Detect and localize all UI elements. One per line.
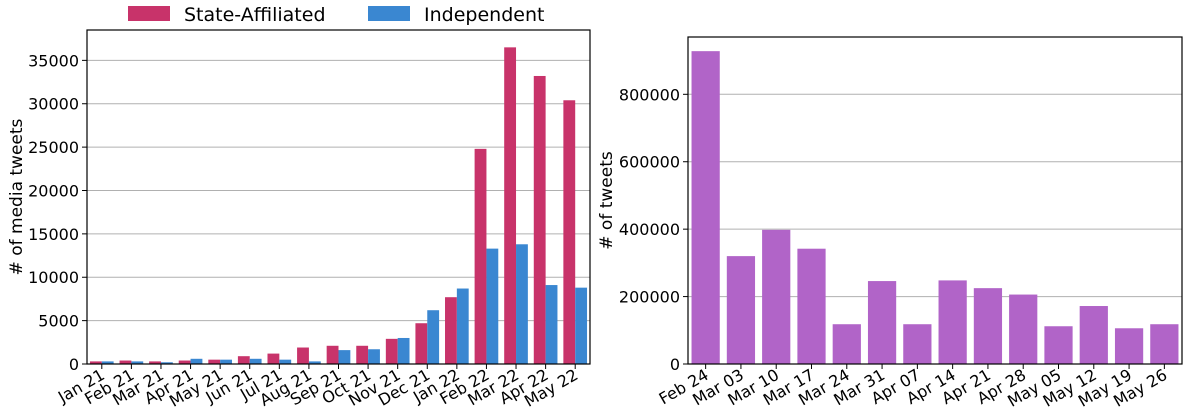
bar	[1009, 294, 1038, 364]
y-tick-label: 200000	[619, 288, 680, 307]
y-tick-label: 5000	[38, 312, 79, 331]
bar	[445, 297, 457, 364]
bar	[279, 359, 292, 364]
bar	[504, 47, 517, 365]
legend: State-Affiliated Independent	[128, 4, 544, 26]
y-axis-label: # of media tweets	[7, 118, 27, 275]
bar	[903, 324, 932, 364]
y-tick-label: 800000	[619, 85, 680, 104]
plot-frame	[687, 36, 1183, 365]
bar	[415, 323, 428, 364]
bar	[326, 345, 339, 364]
bar	[1150, 324, 1179, 364]
bar	[726, 256, 756, 364]
bar	[338, 350, 351, 364]
bar	[575, 287, 588, 364]
bar	[516, 244, 528, 364]
bar	[1114, 328, 1144, 364]
y-tick-label: 20000	[28, 181, 79, 200]
y-tick-label: 10000	[28, 268, 79, 287]
bar	[220, 359, 232, 364]
bar	[397, 337, 410, 364]
bar	[867, 281, 897, 364]
bar	[762, 229, 791, 364]
bar	[190, 358, 203, 364]
y-axis-label: # of tweets	[597, 151, 617, 250]
y-tick-label: 400000	[619, 220, 680, 239]
bar	[249, 358, 262, 364]
bar	[297, 347, 309, 364]
y-tick-label: 35000	[28, 51, 79, 70]
legend-label: Independent	[424, 4, 544, 26]
bar	[385, 338, 398, 364]
bar	[533, 75, 546, 364]
bar	[938, 280, 967, 364]
bar	[545, 285, 558, 364]
legend-label: State-Affiliated	[184, 4, 326, 26]
bar	[119, 360, 132, 364]
bar	[160, 362, 173, 364]
y-tick-label: 0	[670, 355, 680, 374]
legend-swatch	[128, 6, 170, 21]
bar	[456, 288, 469, 364]
bar	[973, 288, 1003, 364]
bar	[237, 356, 250, 364]
bar	[486, 248, 499, 364]
y-tick-label: 30000	[28, 95, 79, 114]
bar	[832, 324, 861, 364]
y-tick-label: 0	[69, 355, 79, 374]
bar	[368, 349, 380, 364]
bar	[474, 148, 487, 364]
y-tick-label: 25000	[28, 138, 79, 157]
bar	[208, 359, 221, 364]
bar	[691, 51, 720, 365]
bar	[356, 345, 369, 364]
bar	[131, 361, 144, 364]
bar	[178, 360, 191, 364]
bar	[1044, 326, 1073, 364]
bar	[1079, 306, 1108, 364]
legend-swatch	[368, 6, 410, 21]
bar	[101, 361, 114, 364]
bar	[267, 353, 280, 364]
y-tick-label: 15000	[28, 225, 79, 244]
y-tick-label: 600000	[619, 153, 680, 172]
bar	[89, 361, 102, 364]
bar	[308, 361, 321, 364]
bar	[427, 310, 440, 364]
bar	[149, 361, 161, 364]
bar	[563, 100, 576, 364]
bar	[797, 248, 826, 364]
